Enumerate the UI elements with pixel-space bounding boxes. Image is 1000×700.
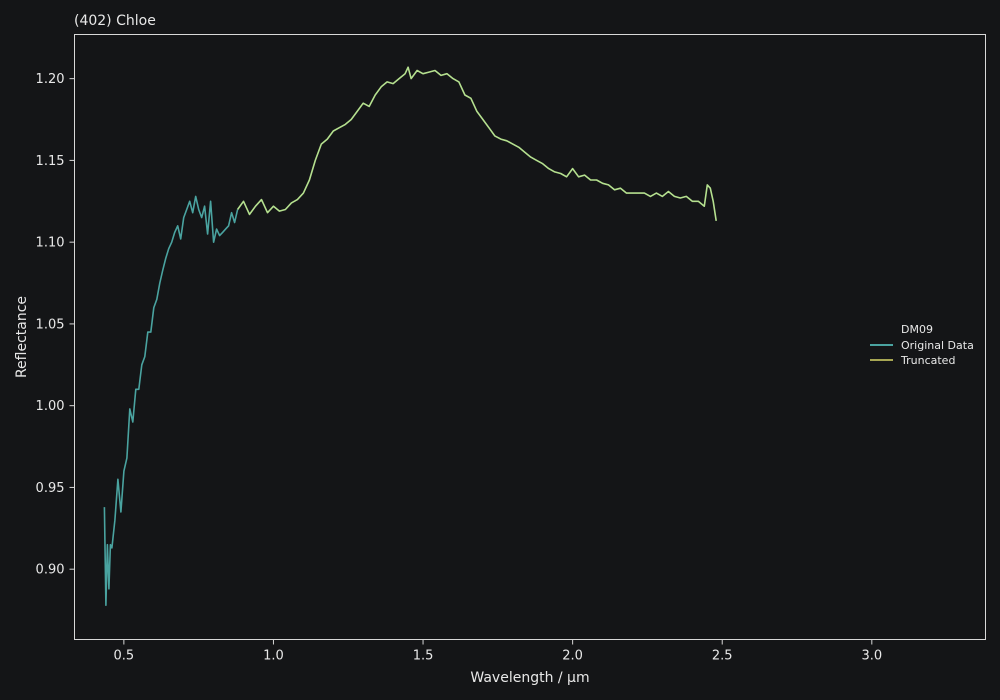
x-tick-label: 1.5	[413, 649, 434, 664]
y-tick-label: 0.90	[36, 563, 65, 578]
chart-title: (402) Chloe	[74, 13, 156, 29]
series-line-1	[236, 66, 717, 222]
plot-frame	[74, 34, 986, 640]
y-tick-label: 0.95	[36, 481, 65, 496]
legend-title: DM09	[901, 323, 933, 336]
series-layer	[103, 66, 717, 607]
y-tick-label: 1.05	[36, 317, 65, 332]
legend-label: Truncated	[900, 354, 955, 367]
x-tick-label: 3.0	[861, 649, 882, 664]
legend-label: Original Data	[901, 339, 974, 352]
y-tick-label: 1.15	[36, 154, 65, 169]
x-tick-label: 0.5	[114, 649, 135, 664]
y-axis-ticks: 0.90 0.95 1.00 1.05 1.10 1.15 1.20	[36, 72, 75, 578]
x-axis-ticks: 0.5 1.0 1.5 2.0 2.5 3.0	[114, 639, 882, 664]
x-axis-label: Wavelength / µm	[470, 670, 589, 686]
y-tick-label: 1.00	[36, 399, 65, 414]
legend: DM09 Original Data Truncated	[870, 323, 974, 367]
x-tick-label: 2.5	[712, 649, 733, 664]
series-line-0	[103, 195, 239, 607]
x-tick-label: 1.0	[263, 649, 284, 664]
y-axis-label: Reflectance	[14, 296, 30, 378]
y-tick-label: 1.20	[36, 72, 65, 87]
x-tick-label: 2.0	[562, 649, 583, 664]
legend-items: Original Data Truncated	[870, 339, 974, 367]
y-tick-label: 1.10	[36, 236, 65, 251]
